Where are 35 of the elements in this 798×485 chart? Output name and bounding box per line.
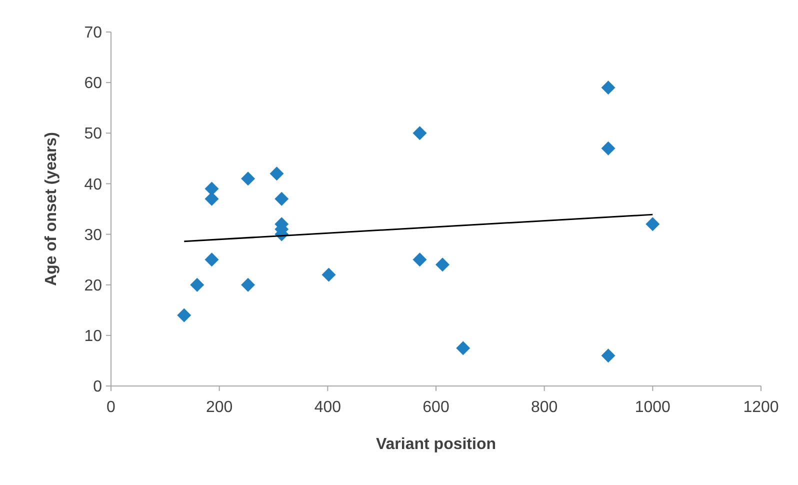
- point: [456, 341, 470, 356]
- y-tick-label: 20: [84, 277, 102, 294]
- x-tick-label: 800: [530, 399, 558, 416]
- x-tick-label: 600: [422, 399, 450, 416]
- y-tick-label: 0: [93, 378, 102, 396]
- point: [412, 252, 427, 267]
- point: [204, 192, 219, 206]
- point: [601, 348, 616, 363]
- point: [436, 258, 450, 272]
- y-tick-label: 50: [84, 126, 102, 143]
- y-tick-label: 60: [84, 75, 102, 92]
- point: [204, 182, 219, 196]
- y-tick-label: 70: [84, 24, 102, 42]
- point: [646, 217, 660, 232]
- point: [412, 126, 427, 140]
- point: [274, 192, 289, 206]
- point: [241, 278, 256, 292]
- y-tick-label: 40: [84, 176, 102, 194]
- point: [190, 278, 204, 292]
- point: [601, 141, 616, 156]
- point: [241, 172, 256, 186]
- y-tick-label: 30: [84, 226, 102, 244]
- point: [204, 252, 219, 267]
- point: [270, 166, 284, 181]
- x-tick-label: 1200: [743, 399, 779, 416]
- y-tick-label: 10: [84, 328, 102, 346]
- point: [177, 308, 192, 322]
- x-tick-label: 0: [106, 399, 116, 416]
- x-axis-title: Variant position: [376, 436, 496, 453]
- y-axis-title: Age of onset (years): [43, 132, 60, 286]
- x-tick-label: 400: [314, 399, 342, 416]
- point: [322, 268, 336, 282]
- x-tick-label: 200: [206, 399, 233, 416]
- point: [601, 80, 616, 95]
- x-tick-label: 1000: [634, 399, 671, 416]
